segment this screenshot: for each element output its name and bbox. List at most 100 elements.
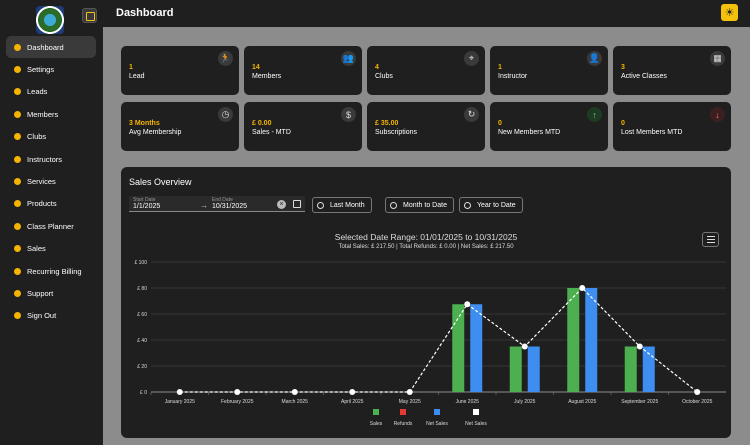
stat-card-new-members-mtd[interactable]: 0 New Members MTD ↑ xyxy=(490,102,608,151)
x-tick-label: September 2025 xyxy=(621,399,658,405)
calendar-icon: ▦ xyxy=(710,51,725,66)
sidebar-item-sign-out[interactable]: Sign Out xyxy=(6,305,96,327)
net-sales-point xyxy=(694,389,701,395)
stat-label: Sales - MTD xyxy=(252,129,291,136)
x-tick-label: July 2025 xyxy=(514,399,536,405)
start-date-label: Start Date xyxy=(133,197,156,203)
stat-label: Members xyxy=(252,73,282,80)
clear-icon[interactable]: × xyxy=(277,200,286,209)
sidebar-item-clubs[interactable]: Clubs xyxy=(6,126,96,148)
legend-swatch xyxy=(400,409,406,415)
stat-label: Clubs xyxy=(375,73,393,80)
stat-card-clubs[interactable]: 4 Clubs ⌖ xyxy=(367,46,485,95)
sidebar-item-label: Settings xyxy=(27,65,55,75)
x-tick-label: February 2025 xyxy=(221,399,254,405)
net-sales-point xyxy=(234,389,241,395)
club-logo xyxy=(36,6,64,34)
last-month-button[interactable]: Last Month xyxy=(312,197,372,213)
stat-value: 4 xyxy=(375,64,379,71)
calendar-icon[interactable] xyxy=(293,200,301,208)
sales-bar xyxy=(624,346,637,392)
stat-card-lost-members-mtd[interactable]: 0 Lost Members MTD ↓ xyxy=(613,102,731,151)
run-icon xyxy=(14,88,21,96)
arrow-up-icon: ↑ xyxy=(587,107,602,122)
dollar-icon: $ xyxy=(341,107,356,122)
sidebar-item-services[interactable]: Services xyxy=(6,170,96,192)
sidebar-item-label: Instructors xyxy=(27,154,63,164)
net-sales-bar xyxy=(585,288,598,392)
repeat-icon xyxy=(14,267,21,275)
y-tick-label: £ 20 xyxy=(137,364,147,370)
stat-card-lead[interactable]: 1 Lead 🏃 xyxy=(121,46,239,95)
collapse-sidebar-button[interactable] xyxy=(82,8,97,23)
net-sales-point xyxy=(406,389,413,395)
stat-card-active-classes[interactable]: 3 Active Classes ▦ xyxy=(613,46,731,95)
stat-card-members[interactable]: 14 Members 👥 xyxy=(244,46,362,95)
sidebar-item-label: Products xyxy=(27,199,57,209)
net-sales-point xyxy=(636,343,643,350)
net-sales-point xyxy=(464,301,471,308)
arrow-down-icon: ↓ xyxy=(710,107,725,122)
dollar-icon xyxy=(14,245,21,253)
chart-menu-button[interactable] xyxy=(702,232,719,247)
sun-icon: ☀ xyxy=(724,7,735,19)
stat-label: Active Classes xyxy=(621,73,667,80)
legend-swatch xyxy=(434,409,440,415)
sidebar-item-recurring-billing[interactable]: Recurring Billing xyxy=(6,260,96,282)
button-label: Year to Date xyxy=(477,201,516,209)
x-tick-label: October 2025 xyxy=(682,399,713,405)
stat-value: £ 35.00 xyxy=(375,120,399,127)
legend-label: Net Sales xyxy=(465,421,487,427)
net-sales-point xyxy=(579,285,586,291)
sidebar-item-label: Sign Out xyxy=(27,311,57,321)
stat-label: Instructor xyxy=(498,73,528,80)
help-icon xyxy=(14,289,21,297)
net-sales-point xyxy=(521,343,528,350)
month-to-date-button[interactable]: Month to Date xyxy=(385,197,454,213)
sidebar-item-dashboard[interactable]: Dashboard xyxy=(6,36,96,59)
sidebar-item-settings[interactable]: Settings xyxy=(6,58,96,80)
x-tick-label: August 2025 xyxy=(568,399,596,405)
stat-card-avg-membership[interactable]: 3 Months Avg Membership ◷ xyxy=(121,102,239,151)
y-tick-label: £ 60 xyxy=(137,312,147,318)
end-date-input[interactable]: 10/31/2025 xyxy=(212,203,248,210)
stat-card-instructor[interactable]: 1 Instructor 👤 xyxy=(490,46,608,95)
clock-icon xyxy=(317,201,324,209)
button-label: Month to Date xyxy=(403,201,447,209)
sidebar-item-support[interactable]: Support xyxy=(6,282,96,304)
sales-overview-panel: Sales Overview Start Date 1/1/2025 → End… xyxy=(121,167,731,438)
planner-icon xyxy=(14,222,21,230)
chart-subtitle: Total Sales: £ 217.50 | Total Refunds: £… xyxy=(338,244,514,250)
person-icon: 👤 xyxy=(587,51,602,66)
briefcase-icon xyxy=(14,178,21,186)
year-to-date-button[interactable]: Year to Date xyxy=(459,197,523,213)
sidebar: Dashboard Settings Leads Members Clubs Instru… xyxy=(0,0,103,445)
sidebar-item-label: Leads xyxy=(27,87,48,97)
sidebar-item-sales[interactable]: Sales xyxy=(6,238,96,260)
sidebar-item-products[interactable]: Products xyxy=(6,193,96,215)
legend-swatch xyxy=(473,409,479,415)
sidebar-item-class-planner[interactable]: Class Planner xyxy=(6,215,96,237)
sidebar-item-leads[interactable]: Leads xyxy=(6,81,96,103)
y-tick-label: £ 0 xyxy=(140,390,147,396)
date-range-picker[interactable]: Start Date 1/1/2025 → End Date 10/31/202… xyxy=(129,196,305,212)
legend-swatch xyxy=(373,409,379,415)
sidebar-nav: Dashboard Settings Leads Members Clubs Instru… xyxy=(6,36,96,327)
start-date-input[interactable]: 1/1/2025 xyxy=(133,203,161,210)
panel-title: Sales Overview xyxy=(129,177,192,187)
x-tick-label: January 2025 xyxy=(165,399,196,405)
button-label: Last Month xyxy=(330,201,365,209)
sidebar-item-label: Clubs xyxy=(27,132,47,142)
clock-icon xyxy=(464,201,471,209)
clock-icon: ◷ xyxy=(218,107,233,122)
stat-label: Avg Membership xyxy=(129,129,182,136)
sidebar-item-label: Members xyxy=(27,109,59,119)
stat-card-sales-mtd[interactable]: £ 0.00 Sales - MTD $ xyxy=(244,102,362,151)
stat-value: 14 xyxy=(252,64,260,71)
sidebar-item-instructors[interactable]: Instructors xyxy=(6,148,96,170)
stat-card-subscriptions[interactable]: £ 35.00 Subscriptions ↻ xyxy=(367,102,485,151)
refresh-icon: ↻ xyxy=(464,107,479,122)
people-icon xyxy=(14,110,21,118)
theme-toggle-button[interactable]: ☀ xyxy=(721,4,738,21)
sidebar-item-members[interactable]: Members xyxy=(6,103,96,125)
